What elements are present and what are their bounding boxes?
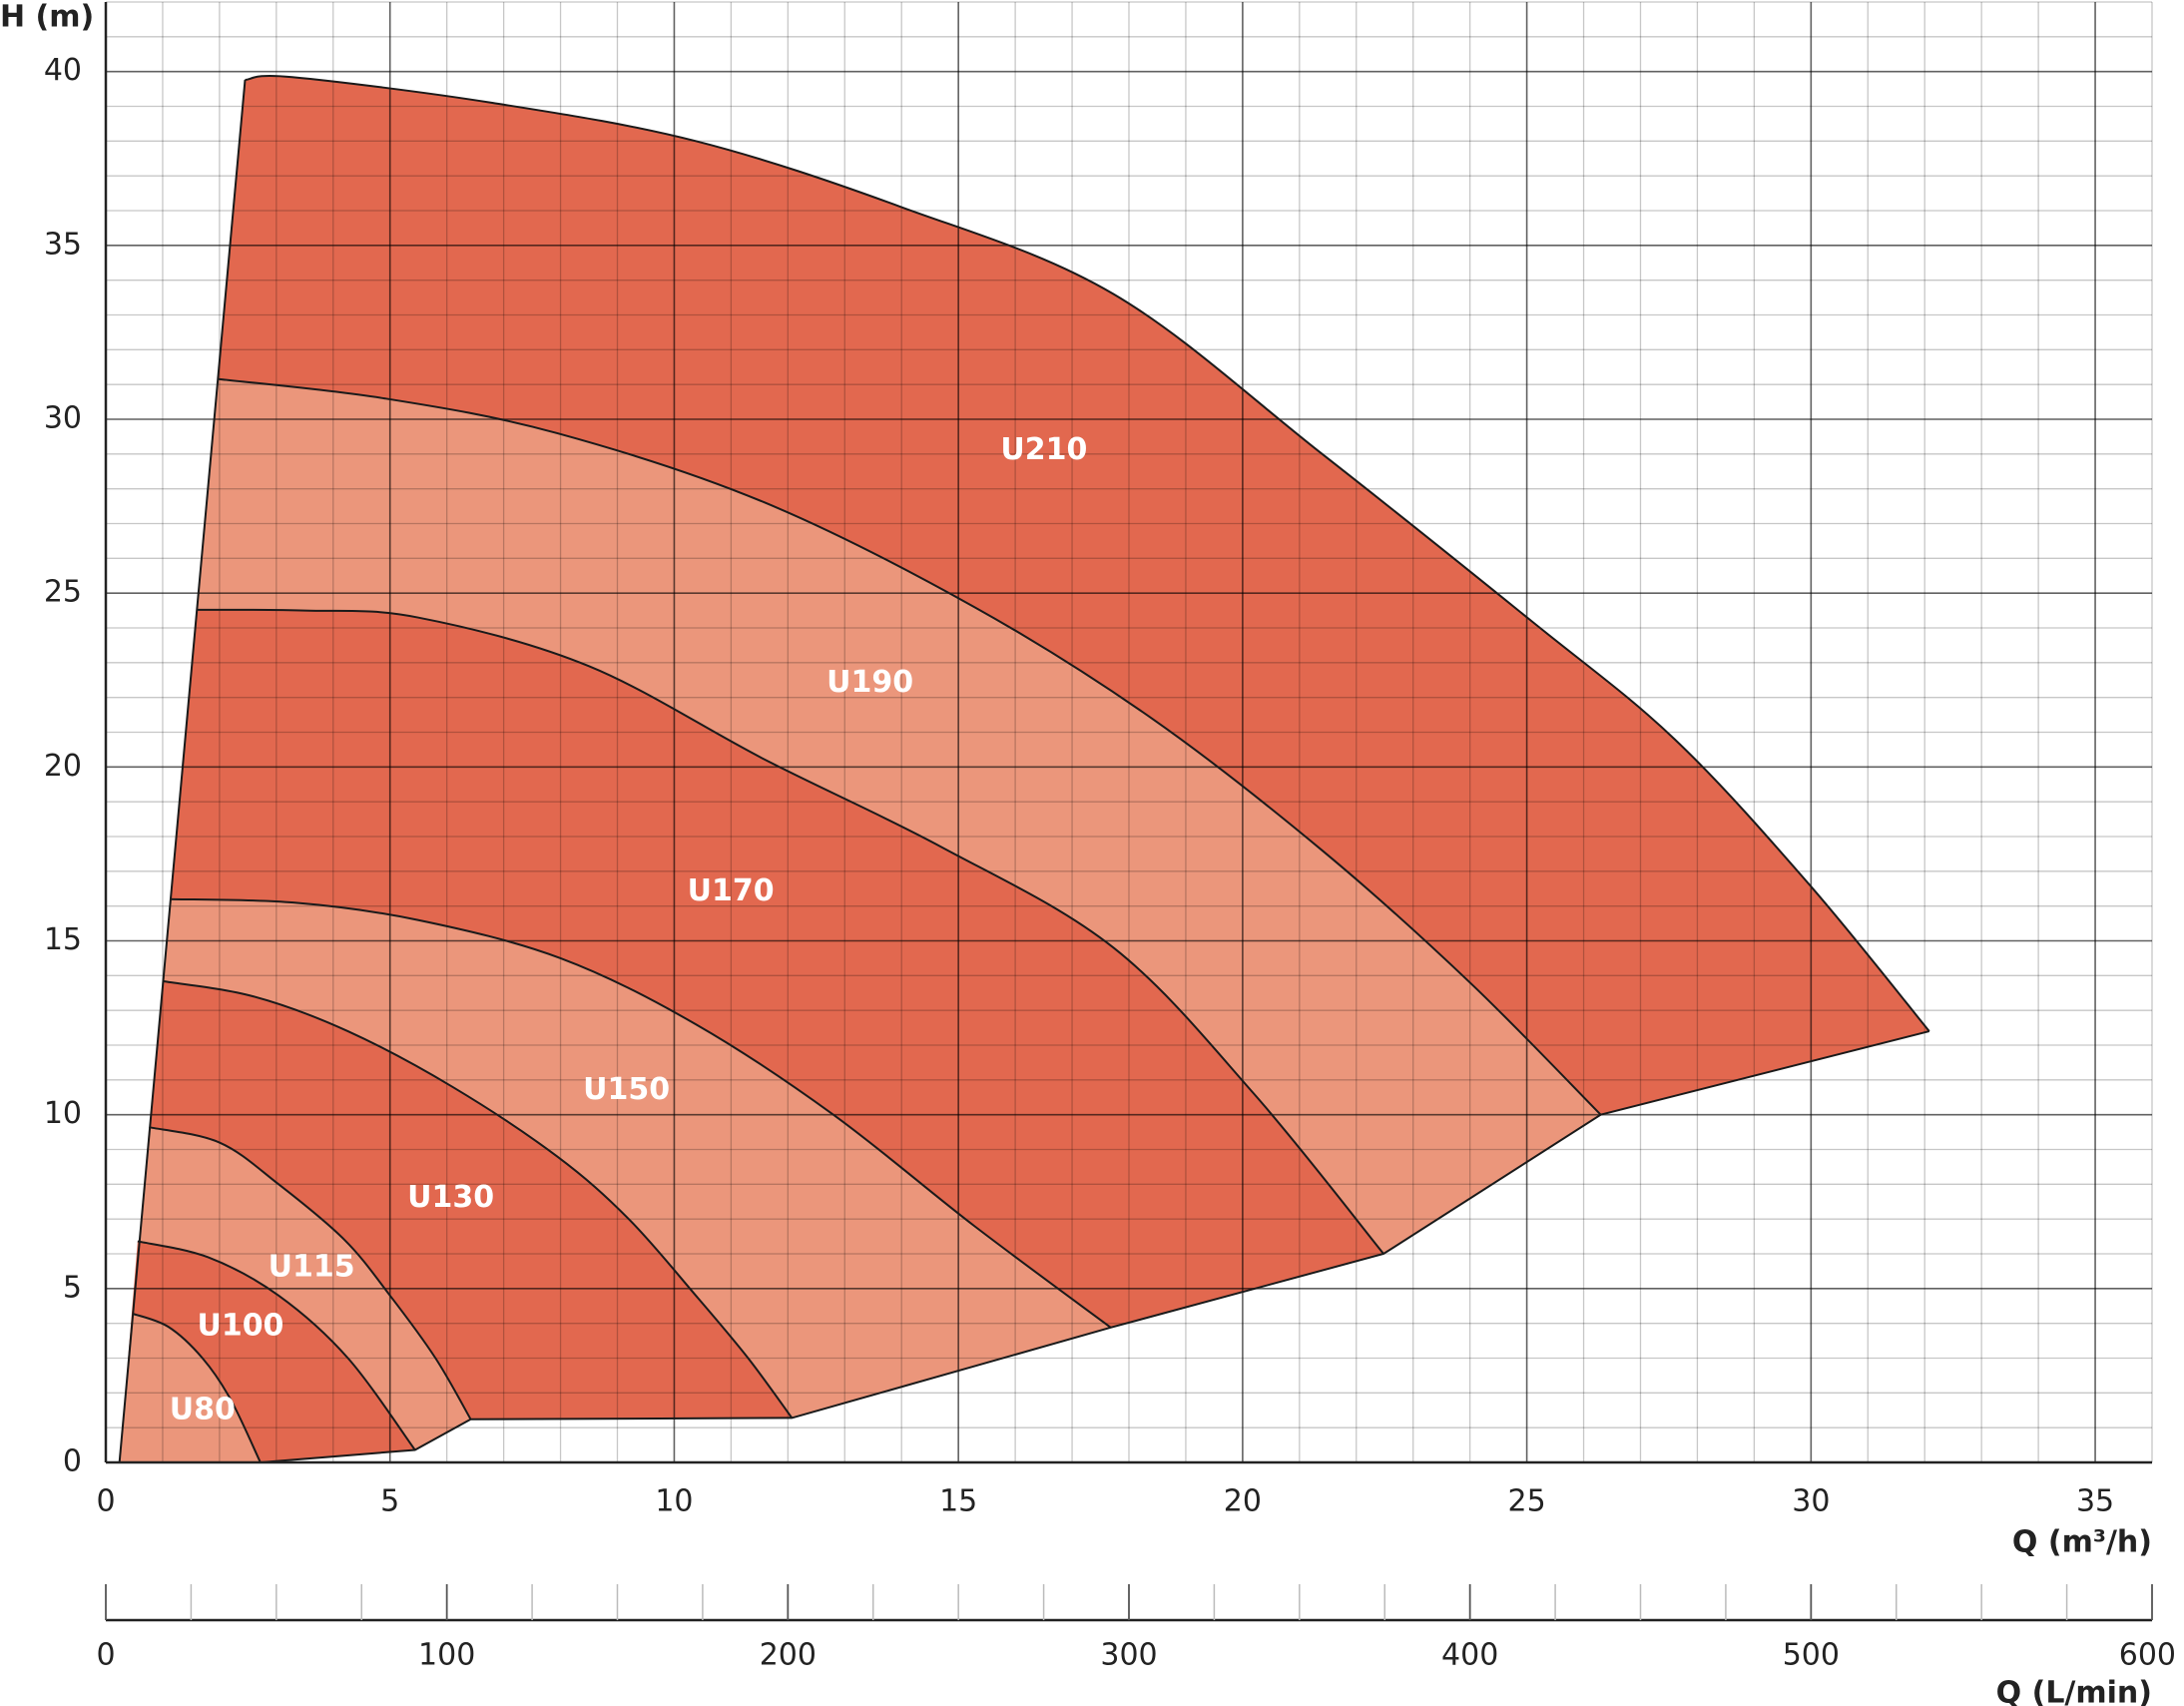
y-tick-label: 20	[44, 749, 82, 784]
y-axis-label: H (m)	[0, 0, 94, 35]
x-tick-label: 10	[655, 1484, 693, 1519]
curve-line	[149, 1126, 472, 1421]
curve-line	[196, 608, 1384, 1255]
min-flow-line	[118, 79, 247, 1463]
x-tick-label: 30	[1792, 1484, 1830, 1519]
x-tick-label: 15	[939, 1484, 977, 1519]
series-label: U80	[170, 1392, 236, 1426]
series-label: U190	[826, 665, 913, 700]
x2-axis-label: Q (L/min)	[1996, 1676, 2152, 1706]
x2-tick-label: 300	[1100, 1638, 1157, 1673]
curve-line	[132, 1312, 262, 1463]
curve-line	[217, 377, 1602, 1116]
curve-line	[245, 74, 1930, 1032]
x2-tick-label: 400	[1441, 1638, 1498, 1673]
series-label: U100	[197, 1309, 283, 1344]
x2-tick-label: 600	[2119, 1638, 2176, 1673]
y-tick-label: 35	[44, 227, 82, 262]
y-tick-label: 40	[44, 53, 82, 88]
series-label: U150	[583, 1072, 670, 1107]
lower-envelope	[119, 1030, 1930, 1463]
curve-line	[137, 1240, 416, 1451]
x-axis-label: Q (m³/h)	[2012, 1525, 2152, 1560]
x-tick-label: 0	[96, 1484, 115, 1519]
x2-tick-label: 500	[1783, 1638, 1840, 1673]
y-tick-label: 10	[44, 1096, 82, 1131]
y-tick-label: 5	[63, 1270, 82, 1305]
series-label: U210	[1000, 432, 1087, 467]
x-tick-label: 20	[1224, 1484, 1262, 1519]
x-tick-label: 5	[380, 1484, 399, 1519]
y-tick-label: 25	[44, 575, 82, 610]
x-tick-label: 35	[2076, 1484, 2114, 1519]
y-tick-label: 0	[63, 1444, 82, 1479]
series-label: U130	[407, 1180, 494, 1215]
series-label: U115	[269, 1249, 355, 1284]
curve-line	[162, 979, 794, 1420]
y-tick-label: 30	[44, 401, 82, 436]
x2-tick-label: 100	[418, 1638, 475, 1673]
series-label: U170	[688, 873, 775, 908]
x-tick-label: 25	[1508, 1484, 1546, 1519]
range-area	[119, 1313, 261, 1462]
x2-tick-label: 200	[760, 1638, 817, 1673]
y-tick-label: 15	[44, 922, 82, 957]
curve-line	[170, 897, 1112, 1329]
x2-tick-label: 0	[96, 1638, 115, 1673]
